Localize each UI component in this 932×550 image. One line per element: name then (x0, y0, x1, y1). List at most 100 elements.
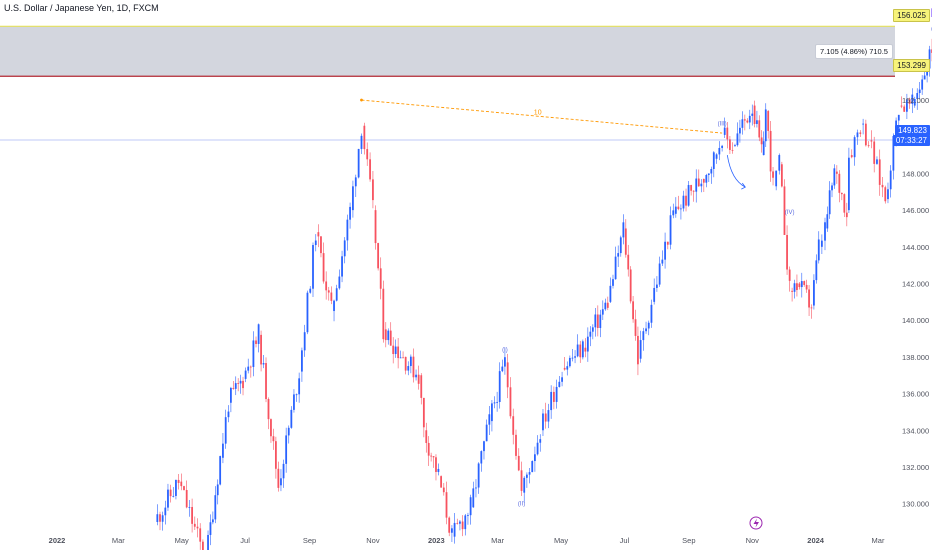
candle-body (815, 260, 818, 281)
candle-body (848, 157, 850, 211)
candle-body (320, 236, 322, 254)
candle-body (177, 479, 180, 483)
candle-body (544, 413, 547, 422)
candle-body (267, 399, 270, 420)
candle-body (425, 430, 428, 443)
candle-body (520, 470, 523, 491)
candle-body (167, 489, 169, 508)
candle-body (838, 173, 841, 193)
candle-body (843, 194, 846, 213)
candle-body (387, 330, 390, 341)
candle-body (161, 515, 164, 522)
candle-body (845, 212, 848, 218)
candle-body (791, 290, 793, 292)
candle-body (805, 284, 808, 290)
candle-body (911, 94, 914, 104)
candle-body (695, 178, 698, 192)
candle-body (399, 357, 402, 359)
resistance-price-tag: 153.299 (893, 59, 930, 72)
wave-label: (I) (502, 347, 508, 353)
x-tick-label: 2024 (807, 536, 825, 545)
candle-body (647, 322, 650, 329)
candles (156, 38, 932, 550)
candle-body (715, 154, 718, 159)
candle-body (272, 436, 275, 442)
candle-body (437, 468, 440, 472)
candle-body (394, 346, 397, 355)
candle-body (859, 132, 862, 134)
y-tick-label: 136.000 (902, 390, 929, 399)
candle-body (379, 268, 382, 289)
candle-body (756, 120, 758, 124)
candle-body (808, 289, 810, 308)
y-tick-label: 144.000 (902, 243, 929, 252)
x-tick-label: May (175, 536, 189, 545)
x-tick-label: Sep (303, 536, 316, 545)
candle-body (619, 237, 622, 254)
candle-body (239, 380, 242, 384)
candle-body (666, 241, 669, 245)
candle-body (333, 300, 335, 312)
candle-body (769, 130, 772, 172)
candle-body (926, 68, 929, 76)
candle-body (731, 149, 734, 151)
candle-body (542, 413, 544, 431)
candle-body (169, 489, 172, 497)
candle-body (229, 387, 232, 403)
candle-body (525, 474, 528, 478)
x-tick-label: May (554, 536, 568, 545)
candle-body (579, 344, 582, 358)
candle-body (736, 133, 739, 146)
candle-body (382, 288, 385, 340)
candle-body (707, 173, 710, 176)
candle-body (448, 517, 451, 533)
candle-body (800, 281, 803, 288)
candle-body (469, 497, 472, 516)
y-tick-label: 148.000 (902, 169, 929, 178)
candle-body (242, 380, 244, 389)
candle-body (298, 378, 301, 395)
candle-body (257, 324, 260, 344)
candle-body (372, 179, 374, 201)
candle-body (606, 302, 609, 308)
candle-body (775, 170, 778, 187)
candle-body (892, 136, 895, 171)
candle-body (889, 170, 892, 190)
candle-body (591, 327, 594, 332)
candle-body (558, 381, 561, 387)
candle-body (517, 455, 520, 471)
candle-body (249, 366, 252, 368)
candle-body (614, 256, 617, 280)
candle-body (685, 195, 687, 206)
x-tick-label: 2023 (428, 536, 445, 545)
candle-body (604, 302, 607, 310)
wave-label: (IV) (785, 210, 795, 216)
candle-body (442, 487, 445, 493)
y-tick-label: 142.000 (902, 280, 929, 289)
x-tick-label: Mar (491, 536, 504, 545)
y-tick-label: 146.000 (902, 206, 929, 215)
wave-label: (II) (518, 501, 525, 507)
candle-body (870, 140, 873, 142)
candle-body (277, 468, 280, 488)
candle-body (420, 375, 423, 398)
candle-body (227, 411, 230, 418)
candle-body (741, 119, 744, 128)
candle-body (820, 240, 823, 247)
trend-line (361, 99, 723, 134)
candle-body (864, 123, 867, 146)
y-tick-label: 130.000 (902, 500, 929, 509)
candle-body (612, 279, 614, 286)
candle-body (172, 495, 175, 497)
candle-body (596, 314, 599, 328)
candle-body (404, 356, 407, 371)
candle-body (491, 403, 493, 422)
candle-body (255, 340, 257, 344)
candle-body (571, 357, 574, 359)
candle-body (440, 476, 443, 488)
candle-body (867, 145, 870, 147)
candle-body (594, 314, 597, 328)
trend-line-anchor (360, 98, 363, 102)
